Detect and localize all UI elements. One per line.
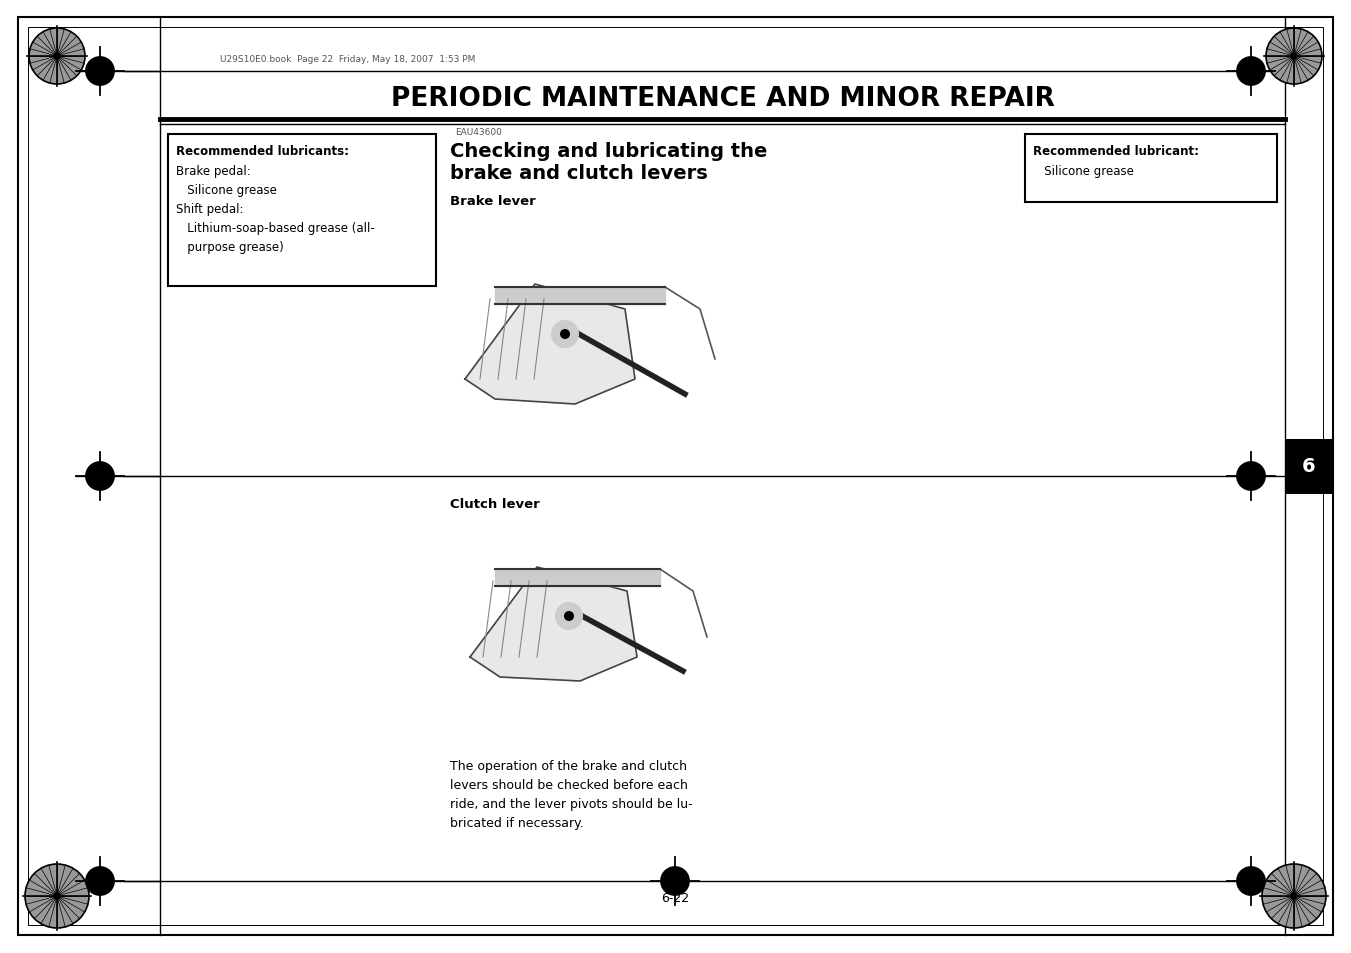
- Text: 6: 6: [1302, 457, 1316, 476]
- Circle shape: [561, 330, 570, 339]
- Text: brake and clutch levers: brake and clutch levers: [450, 164, 708, 183]
- Circle shape: [1238, 58, 1265, 86]
- Circle shape: [1238, 867, 1265, 895]
- Circle shape: [1290, 892, 1298, 900]
- Text: bricated if necessary.: bricated if necessary.: [450, 816, 584, 829]
- Circle shape: [1266, 29, 1323, 85]
- Bar: [1025, 135, 1277, 203]
- Circle shape: [53, 53, 61, 61]
- Circle shape: [1290, 53, 1298, 61]
- Polygon shape: [465, 285, 635, 405]
- Circle shape: [553, 322, 578, 348]
- Text: Recommended lubricants:: Recommended lubricants:: [176, 145, 349, 158]
- Circle shape: [86, 867, 113, 895]
- Text: PERIODIC MAINTENANCE AND MINOR REPAIR: PERIODIC MAINTENANCE AND MINOR REPAIR: [390, 86, 1054, 112]
- Circle shape: [86, 58, 113, 86]
- Circle shape: [1262, 864, 1325, 928]
- Text: 6-22: 6-22: [661, 892, 689, 904]
- Bar: [1285, 439, 1333, 495]
- Text: Clutch lever: Clutch lever: [450, 497, 540, 511]
- Text: EAU43600: EAU43600: [455, 128, 501, 137]
- Circle shape: [28, 29, 85, 85]
- Circle shape: [563, 612, 574, 621]
- Bar: [168, 135, 436, 287]
- Text: purpose grease): purpose grease): [176, 241, 284, 253]
- Text: Lithium-soap-based grease (all-: Lithium-soap-based grease (all-: [176, 222, 374, 234]
- Text: ride, and the lever pivots should be lu-: ride, and the lever pivots should be lu-: [450, 797, 693, 810]
- Circle shape: [86, 462, 113, 491]
- Text: Brake lever: Brake lever: [450, 194, 536, 208]
- Text: Silicone grease: Silicone grease: [176, 184, 277, 196]
- Circle shape: [557, 603, 582, 629]
- Text: U29S10E0.book  Page 22  Friday, May 18, 2007  1:53 PM: U29S10E0.book Page 22 Friday, May 18, 20…: [220, 55, 476, 65]
- Text: Recommended lubricant:: Recommended lubricant:: [1034, 145, 1198, 158]
- Text: levers should be checked before each: levers should be checked before each: [450, 779, 688, 791]
- Circle shape: [1238, 462, 1265, 491]
- Text: Brake pedal:: Brake pedal:: [176, 165, 251, 178]
- Polygon shape: [494, 288, 665, 305]
- Polygon shape: [494, 569, 661, 586]
- Text: Shift pedal:: Shift pedal:: [176, 203, 243, 215]
- Circle shape: [53, 892, 61, 900]
- Text: Silicone grease: Silicone grease: [1034, 165, 1133, 178]
- Circle shape: [661, 867, 689, 895]
- Circle shape: [26, 864, 89, 928]
- Text: Checking and lubricating the: Checking and lubricating the: [450, 142, 767, 161]
- Text: The operation of the brake and clutch: The operation of the brake and clutch: [450, 760, 688, 772]
- Polygon shape: [470, 567, 638, 681]
